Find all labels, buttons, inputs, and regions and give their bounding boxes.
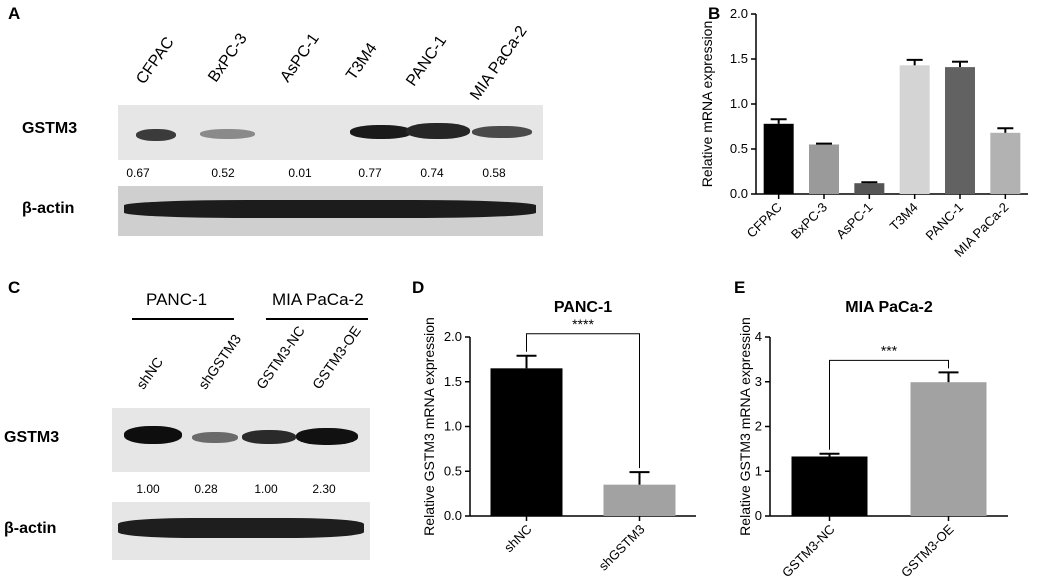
y-tick-label: 1.0: [444, 419, 462, 434]
x-tick-label: shGSTM3: [596, 522, 648, 574]
band-density: 1.00: [254, 482, 278, 496]
lane-label: CFPAC: [133, 34, 178, 88]
significance-bracket: [829, 359, 949, 450]
lane-label: shGSTM3: [194, 331, 245, 392]
y-axis-label: Relative mRNA expression: [699, 21, 715, 188]
blot-band: [350, 125, 412, 139]
band-density: 0.52: [211, 166, 235, 180]
x-tick-label: T3M4: [887, 200, 921, 234]
band-density: 0.01: [288, 166, 312, 180]
blot-band: [192, 432, 238, 443]
y-tick-label: 1.0: [730, 96, 748, 111]
blot-strip-actin: [112, 502, 370, 560]
bar: [763, 123, 794, 194]
y-tick-label: 0.0: [444, 508, 462, 523]
bar: [809, 144, 839, 194]
y-tick-label: 1: [755, 463, 762, 478]
band-density: 0.67: [126, 166, 150, 180]
lane-label: BxPC-3: [205, 30, 251, 86]
bar: [854, 183, 885, 194]
band-density: 1.00: [136, 482, 160, 496]
bar: [910, 382, 987, 516]
y-tick-label: 4: [755, 329, 762, 344]
group-label-panc1: PANC-1: [146, 290, 208, 309]
y-tick-label: 1.5: [730, 51, 748, 66]
bar: [490, 368, 563, 516]
y-tick-label: 0: [755, 508, 762, 523]
panel-letter-b: B: [708, 4, 721, 23]
chart-title: MIA PaCa-2: [845, 299, 933, 316]
lane-label: AsPC-1: [277, 30, 323, 86]
x-tick-label: GSTM3-OE: [898, 521, 957, 580]
blot-band: [242, 430, 296, 444]
blot-band: [200, 129, 255, 139]
blot-row-label-gstm3: GSTM3: [22, 120, 78, 137]
x-tick-label: GSTM3-NC: [779, 522, 838, 581]
bar: [990, 132, 1021, 194]
blot-band: [124, 426, 182, 444]
blot-band: [406, 123, 470, 139]
blot-band: [124, 200, 536, 218]
x-tick-label: CFPAC: [744, 200, 785, 241]
blot-strip-actin: [118, 186, 543, 236]
lane-label: PANC-1: [403, 32, 451, 90]
x-tick-label: PANC-1: [922, 200, 966, 244]
y-tick-label: 2.0: [730, 6, 748, 21]
panel-letter-d: D: [412, 278, 425, 297]
y-tick-label: 1.5: [444, 374, 462, 389]
lane-label: T3M4: [343, 40, 381, 84]
band-density: 2.30: [312, 482, 336, 496]
group-line-panc1: [132, 318, 234, 320]
blot-strip-gstm3: [118, 105, 543, 160]
band-density: 0.77: [358, 166, 382, 180]
blot-row-label-gstm3: GSTM3: [4, 429, 60, 446]
blot-strip-gstm3: [112, 408, 370, 472]
panel-letter-a: A: [8, 4, 21, 23]
chart-d: PANC-1 0.0 0.5 1.0 1.5 2.0 Relative GSTM3 mRNA…: [421, 299, 696, 574]
significance-label: ****: [572, 316, 594, 332]
group-label-miapaca2: MIA PaCa-2: [272, 290, 364, 309]
y-axis-label: Relative GSTM3 mRNA expression: [740, 317, 753, 536]
bar: [899, 65, 930, 194]
lane-label: GSTM3-OE: [308, 322, 364, 392]
chart-b: 0.0 0.5 1.0 1.5 2.0 Relative mRNA expression C…: [699, 6, 1028, 260]
blot-band: [296, 428, 358, 445]
y-tick-label: 0.0: [730, 186, 748, 201]
significance-bracket: [526, 333, 640, 469]
blot-band: [472, 126, 532, 138]
blot-row-label-actin: β-actin: [22, 200, 75, 217]
bar: [603, 484, 676, 516]
y-tick-label: 0.5: [730, 141, 748, 156]
bar: [945, 67, 975, 194]
band-density: 0.28: [194, 482, 218, 496]
y-tick-label: 3: [755, 374, 762, 389]
lane-label: GSTM3-NC: [252, 322, 308, 392]
lane-label: MIA PaCa-2: [467, 23, 531, 104]
band-density: 0.58: [482, 166, 506, 180]
blot-row-label-actin: β-actin: [4, 520, 57, 537]
y-tick-label: 2: [755, 419, 762, 434]
x-tick-label: AsPC-1: [833, 200, 875, 242]
chart-title: PANC-1: [554, 299, 612, 316]
y-axis-label: Relative GSTM3 mRNA expression: [421, 317, 437, 536]
x-tick-label: shNC: [501, 522, 535, 556]
significance-label: ***: [881, 342, 898, 358]
blot-band: [136, 129, 176, 141]
panel-letter-e: E: [734, 278, 746, 297]
blot-band: [118, 518, 364, 538]
bar: [791, 456, 868, 516]
y-tick-label: 0.5: [444, 463, 462, 478]
group-line-miapaca2: [266, 318, 368, 320]
lane-label: shNC: [132, 354, 167, 392]
panel-letter-c: C: [8, 278, 21, 297]
x-tick-label: BxPC-3: [788, 200, 830, 242]
band-density: 0.74: [420, 166, 444, 180]
y-tick-label: 2.0: [444, 329, 462, 344]
